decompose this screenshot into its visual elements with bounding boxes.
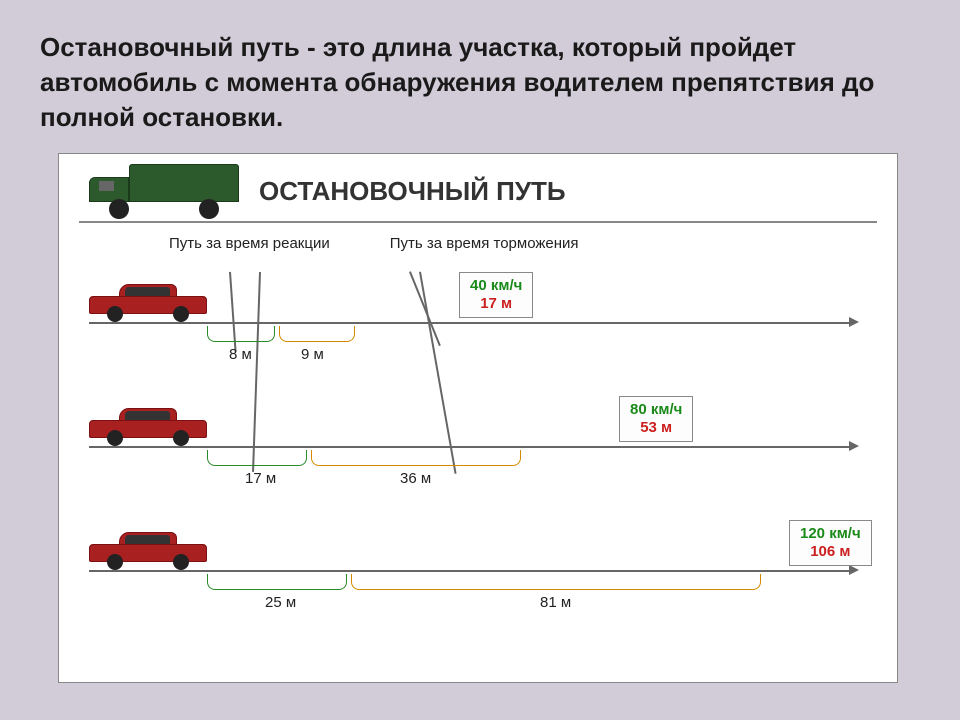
stopping-distance-diagram: ОСТАНОВОЧНЫЙ ПУТЬ Путь за время реакции … <box>58 153 898 683</box>
road-line <box>89 570 849 572</box>
diagram-title: ОСТАНОВОЧНЫЙ ПУТЬ <box>259 176 566 207</box>
braking-distance-label: 81 м <box>540 594 571 611</box>
braking-bracket <box>351 574 761 590</box>
road-line <box>89 322 849 324</box>
arrow-icon <box>849 441 859 451</box>
speed-value: 80 км/ч <box>630 401 682 419</box>
speed-info-box: 40 км/ч17 м <box>459 272 533 318</box>
diagram-header-row: ОСТАНОВОЧНЫЙ ПУТЬ <box>89 164 877 219</box>
total-distance-value: 53 м <box>630 419 682 437</box>
reaction-distance-label: 8 м <box>229 346 252 363</box>
reaction-bracket <box>207 326 275 342</box>
total-distance-value: 17 м <box>470 295 522 313</box>
speed-row: 8 м 9 м 40 км/ч17 м <box>79 254 877 372</box>
arrow-icon <box>849 565 859 575</box>
speed-row: 25 м 81 м 120 км/ч106 м <box>79 502 877 620</box>
path-labels: Путь за время реакции Путь за время торм… <box>169 235 877 252</box>
speed-info-box: 120 км/ч106 м <box>789 520 872 566</box>
car-icon <box>89 530 207 570</box>
arrow-icon <box>849 317 859 327</box>
van-icon <box>89 164 239 219</box>
braking-distance-label: 36 м <box>400 470 431 487</box>
car-icon <box>89 282 207 322</box>
speed-info-box: 80 км/ч53 м <box>619 396 693 442</box>
reaction-distance-label: 25 м <box>265 594 296 611</box>
braking-distance-label: 9 м <box>301 346 324 363</box>
speed-row: 17 м 36 м 80 км/ч53 м <box>79 378 877 496</box>
reaction-bracket <box>207 450 307 466</box>
braking-bracket <box>279 326 355 342</box>
reaction-path-label: Путь за время реакции <box>169 235 330 252</box>
road-line <box>89 446 849 448</box>
total-distance-value: 106 м <box>800 543 861 561</box>
page-heading: Остановочный путь - это длина участка, к… <box>40 30 920 135</box>
reaction-distance-label: 17 м <box>245 470 276 487</box>
reaction-bracket <box>207 574 347 590</box>
braking-path-label: Путь за время торможения <box>390 235 579 252</box>
top-road-line <box>79 221 877 223</box>
braking-bracket <box>311 450 521 466</box>
speed-value: 120 км/ч <box>800 525 861 543</box>
car-icon <box>89 406 207 446</box>
speed-value: 40 км/ч <box>470 277 522 295</box>
